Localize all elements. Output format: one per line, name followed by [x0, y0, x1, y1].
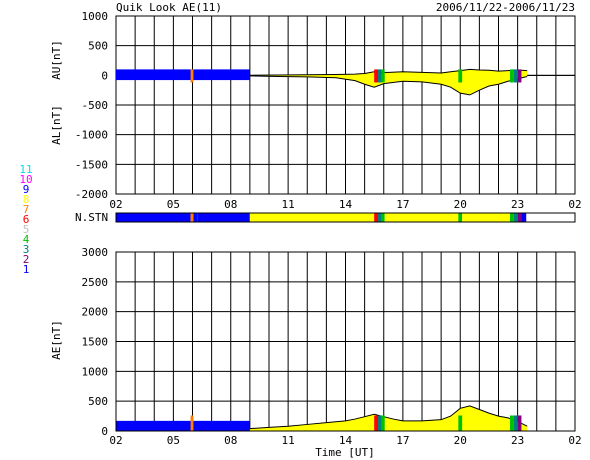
station-bar-segment — [193, 213, 198, 222]
time-axis-label: Time [UT] — [315, 446, 375, 459]
station-bar-segment — [249, 213, 375, 222]
station-bar-segment — [458, 213, 463, 222]
station-bar-segment — [462, 213, 510, 222]
ae-axis-label: AE[nT] — [50, 320, 63, 360]
ae-fill — [249, 405, 528, 431]
au-al-low-band — [116, 69, 250, 81]
bottom-panel-xtick-label: 05 — [167, 434, 180, 447]
station-legend-item: 6 — [23, 213, 30, 226]
al-axis-label: AL[nT] — [50, 105, 63, 145]
ae-station-overlay — [513, 415, 518, 431]
top-panel-xtick-label: 11 — [282, 198, 295, 211]
au-al-station-overlay — [374, 69, 379, 83]
au-al-station-overlay — [509, 69, 514, 83]
ae-series-line — [249, 405, 528, 430]
ae-low-band — [116, 420, 250, 431]
station-legend-item: 7 — [23, 203, 30, 216]
station-legend-item: 3 — [23, 243, 30, 256]
au-al-station-overlay — [381, 69, 385, 83]
top-panel-ytick-label: 500 — [88, 40, 108, 53]
top-panel-ytick-label: 1000 — [82, 10, 109, 23]
station-legend-item: 1 — [23, 263, 30, 276]
station-bar-segment — [517, 213, 522, 222]
ae-station-overlay — [374, 415, 379, 431]
top-panel-ytick-label: -1500 — [75, 158, 108, 171]
station-bar-segment — [197, 213, 250, 222]
bottom-panel-xtick-label: 23 — [511, 434, 524, 447]
bottom-panel-ytick-label: 0 — [101, 425, 108, 438]
bottom-panel-ytick-label: 2500 — [82, 276, 109, 289]
ae-station-overlay — [509, 415, 514, 431]
bottom-panel-xtick-label: 20 — [454, 434, 467, 447]
top-panel-ytick-label: 0 — [101, 69, 108, 82]
station-bar-frame — [115, 212, 576, 223]
station-bar-segment — [384, 213, 459, 222]
station-bar-segment — [116, 213, 191, 222]
station-legend-item: 9 — [23, 183, 30, 196]
au-al-station-overlay — [517, 69, 522, 83]
au-al-fill — [249, 69, 528, 95]
bottom-panel-xtick-label: 17 — [396, 434, 409, 447]
bottom-panel-xtick-label: 02 — [109, 434, 122, 447]
station-legend-item: 4 — [23, 233, 30, 246]
ae-station-overlay — [381, 415, 385, 431]
bottom-panel-ytick-label: 1000 — [82, 365, 109, 378]
bottom-panel-ytick-label: 1500 — [82, 336, 109, 349]
au-al-station-overlay — [513, 69, 518, 83]
au-al-station-overlay — [190, 69, 194, 83]
au-series-line — [249, 68, 528, 76]
bottom-panel-frame-top — [115, 251, 576, 432]
bottom-panel-xtick-label: 14 — [339, 434, 353, 447]
top-panel-xtick-label: 08 — [224, 198, 237, 211]
top-panel-ytick-label: -500 — [82, 99, 109, 112]
bottom-panel-xtick-label: 02 — [568, 434, 581, 447]
au-al-station-overlay — [458, 69, 463, 83]
bottom-panel-xtick-label: 11 — [282, 434, 295, 447]
date-range: 2006/11/22-2006/11/23 — [436, 1, 575, 14]
ae-station-overlay — [517, 415, 522, 431]
top-panel-frame — [115, 15, 576, 195]
ae-station-overlay — [190, 415, 194, 431]
station-bar-segment — [381, 213, 385, 222]
station-legend-item: 8 — [23, 193, 30, 206]
ae-station-overlay — [378, 415, 382, 431]
ae-station-overlay — [458, 415, 463, 431]
bottom-panel-ytick-label: 500 — [88, 395, 108, 408]
al-series-line — [249, 75, 528, 96]
station-bar-segment — [521, 213, 527, 222]
top-panel-xtick-label: 02 — [109, 198, 122, 211]
au-al-station-overlay — [378, 69, 382, 83]
top-panel-ytick-label: -1000 — [75, 129, 108, 142]
bottom-panel-ytick-label: 2000 — [82, 306, 109, 319]
top-panel-xtick-label: 14 — [339, 198, 353, 211]
station-legend-item: 5 — [23, 223, 30, 236]
bottom-panel-ytick-label: 3000 — [82, 246, 109, 259]
station-legend-item: 11 — [19, 163, 32, 176]
station-legend-item: 10 — [19, 173, 32, 186]
chart-title: Quik Look AE(11) — [116, 1, 222, 14]
station-bar-segment — [374, 213, 379, 222]
top-panel-xtick-label: 05 — [167, 198, 180, 211]
top-panel-xtick-label: 20 — [454, 198, 467, 211]
au-axis-label: AU[nT] — [50, 40, 63, 80]
station-bar-segment — [509, 213, 514, 222]
top-panel-ytick-label: -2000 — [75, 188, 108, 201]
bottom-panel-xtick-label: 08 — [224, 434, 237, 447]
station-legend-item: 2 — [23, 253, 30, 266]
station-bar-segment — [513, 213, 518, 222]
top-panel-xtick-label: 02 — [568, 198, 581, 211]
top-panel-xtick-label: 17 — [396, 198, 409, 211]
station-bar-segment — [378, 213, 382, 222]
station-bar-label: N.STN — [75, 211, 108, 224]
top-panel-xtick-label: 23 — [511, 198, 524, 211]
station-bar-segment — [190, 213, 194, 222]
